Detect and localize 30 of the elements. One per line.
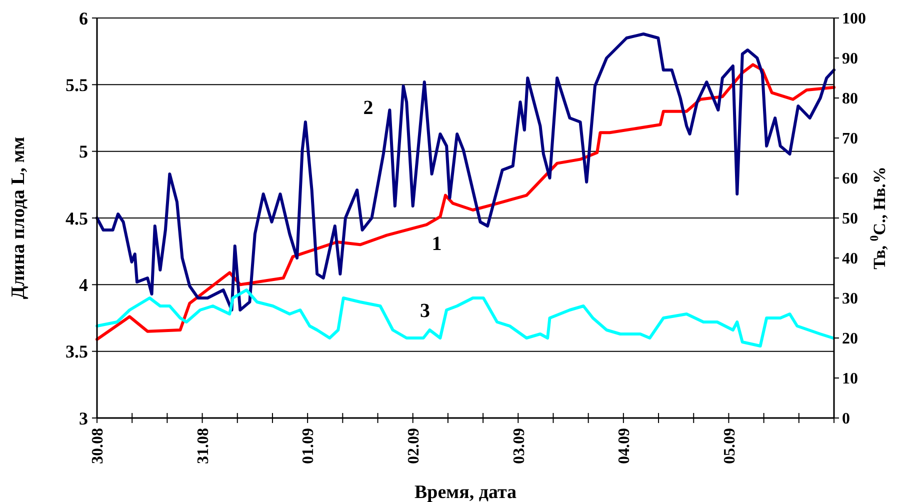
x-tick-label: 03.09 [510, 428, 528, 464]
x-tick-label: 02.09 [405, 428, 422, 464]
y-axis-title: Длина плода L, мм [8, 136, 29, 300]
x-axis-title: Время, дата [414, 482, 518, 502]
y-tick-label: 6 [79, 8, 88, 28]
y-tick-label: 3 [79, 408, 88, 428]
y2-tick-label: 30 [842, 290, 858, 308]
y2-tick-label: 20 [842, 330, 858, 348]
y2-tick-label: 10 [842, 370, 858, 388]
y2-tick-label: 100 [842, 10, 866, 28]
y2-tick-label: 0 [842, 410, 850, 428]
y-tick-label: 4.5 [66, 208, 88, 228]
y-tick-label: 4 [79, 274, 88, 295]
annotation: 2 [363, 97, 374, 119]
x-tick-label: 05.09 [721, 428, 738, 464]
y2-tick-label: 70 [842, 130, 858, 148]
y2-tick-label: 80 [842, 90, 858, 108]
y-tick-label: 5.5 [66, 74, 88, 95]
annotation: 3 [420, 300, 430, 322]
y2-tick-label: 90 [842, 50, 858, 68]
y2-tick-label: 50 [842, 210, 858, 228]
x-tick-label: 01.09 [300, 428, 318, 464]
x-tick-label: 31.08 [194, 428, 212, 464]
x-tick-label: 30.08 [90, 428, 107, 464]
y2-tick-label: 60 [842, 170, 858, 188]
annotation: 1 [432, 233, 442, 255]
x-tick-label: 04.09 [616, 428, 634, 464]
y2-tick-label: 40 [842, 250, 858, 268]
y-tick-label: 5 [79, 142, 88, 162]
y-tick-label: 3.5 [66, 342, 88, 362]
